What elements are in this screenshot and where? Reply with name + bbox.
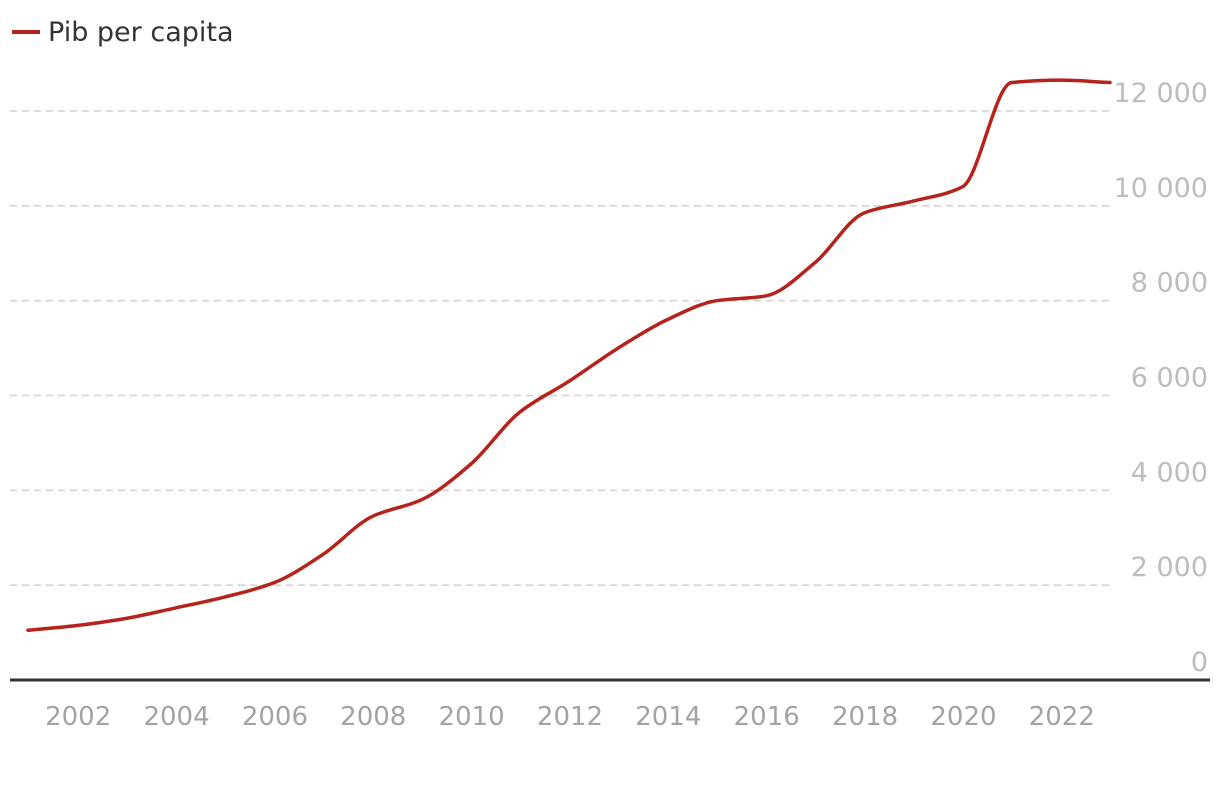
data-point-2003 <box>123 615 129 621</box>
x-axis-ticks: 2002 2004 2006 2008 2010 2012 2014 2016 2018 2020… <box>45 702 1095 732</box>
x-tick-label: 2018 <box>832 702 898 732</box>
data-point-2009 <box>418 497 424 503</box>
data-point-2004 <box>173 605 179 611</box>
y-tick-label: 4 000 <box>1131 457 1208 488</box>
data-point-2007 <box>320 551 326 557</box>
data-point-2019 <box>910 198 916 204</box>
data-point-2018 <box>861 210 867 216</box>
data-point-2012 <box>566 378 572 384</box>
x-tick-label: 2012 <box>537 702 603 732</box>
data-point-2001 <box>25 627 31 633</box>
data-point-2010 <box>468 461 474 467</box>
data-point-2008 <box>369 513 375 519</box>
x-tick-label: 2022 <box>1029 702 1095 732</box>
x-tick-label: 2016 <box>734 702 800 732</box>
y-axis-ticks: 0 2 000 4 000 6 000 8 000 10 000 12 000 <box>1114 78 1208 678</box>
y-tick-label: 8 000 <box>1131 268 1208 299</box>
data-point-2020 <box>959 184 965 190</box>
legend-label: Pib per capita <box>48 17 234 48</box>
x-tick-label: 2002 <box>45 702 111 732</box>
data-point-2011 <box>517 409 523 415</box>
data-point-2016 <box>763 293 769 299</box>
data-point-2023 <box>1107 80 1113 86</box>
data-point-2013 <box>615 345 621 351</box>
series-line-pib-per-capita <box>26 78 1112 632</box>
data-point-2014 <box>664 317 670 323</box>
x-tick-label: 2010 <box>439 702 505 732</box>
legend: Pib per capita <box>12 17 234 48</box>
y-tick-label: 0 <box>1191 647 1208 678</box>
y-tick-label: 10 000 <box>1114 173 1208 204</box>
x-tick-label: 2008 <box>340 702 406 732</box>
data-point-2017 <box>812 260 818 266</box>
data-point-2021 <box>1009 80 1015 86</box>
data-point-2002 <box>74 622 80 628</box>
x-tick-label: 2020 <box>930 702 996 732</box>
x-tick-label: 2006 <box>242 702 308 732</box>
data-point-2006 <box>271 580 277 586</box>
x-tick-label: 2014 <box>635 702 701 732</box>
y-tick-label: 6 000 <box>1131 363 1208 394</box>
gridlines <box>10 110 1110 586</box>
y-tick-label: 12 000 <box>1114 78 1208 109</box>
x-tick-label: 2004 <box>143 702 209 732</box>
data-point-2022 <box>1058 77 1064 83</box>
y-tick-label: 2 000 <box>1131 552 1208 583</box>
data-point-2015 <box>714 298 720 304</box>
data-point-2005 <box>222 594 228 600</box>
